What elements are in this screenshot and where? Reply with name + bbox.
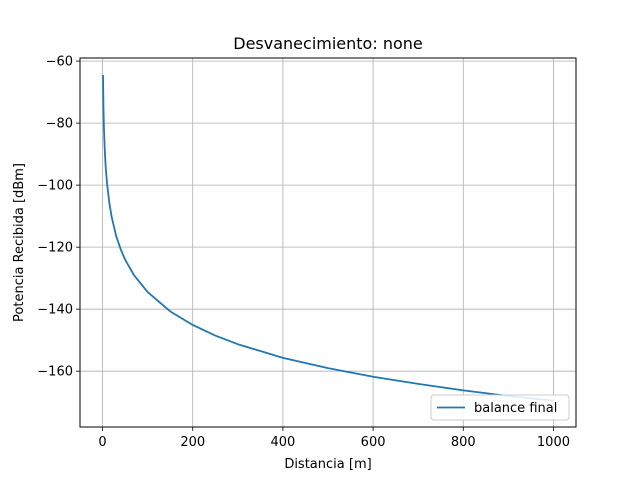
legend-box [430, 394, 570, 421]
y-tick-label: −120 [37, 241, 73, 256]
y-tick-label: −60 [46, 55, 73, 70]
y-tick-label: −100 [37, 179, 73, 194]
x-axis: 0 200 400 600 800 1000 [98, 427, 570, 450]
grid [80, 58, 576, 427]
x-tick-label: 800 [451, 435, 476, 450]
series-line-balance-final [102, 75, 554, 402]
x-tick-label: 400 [270, 435, 295, 450]
x-tick-label: 200 [180, 435, 205, 450]
x-tick-label: 600 [361, 435, 386, 450]
x-axis-label: Distancia [m] [284, 457, 371, 472]
plot-area [102, 75, 554, 402]
y-axis: −160 −140 −120 −100 −80 −60 [37, 55, 80, 380]
y-tick-label: −80 [46, 117, 73, 132]
x-tick-label: 1000 [537, 435, 570, 450]
legend-label-balance-final: balance final [474, 401, 557, 416]
plot-frame [79, 57, 577, 428]
y-tick-label: −140 [37, 303, 73, 318]
y-tick-label: −160 [37, 365, 73, 380]
y-axis-label: Potencia Recibida [dBm] [12, 163, 27, 322]
chart-title: Desvanecimiento: none [233, 34, 422, 53]
legend: balance final [430, 394, 570, 421]
x-tick-label: 0 [98, 435, 106, 450]
